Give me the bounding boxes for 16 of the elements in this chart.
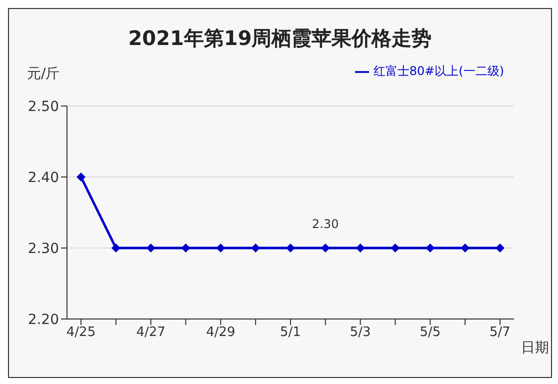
y-tick-label: 2.30 bbox=[28, 240, 59, 257]
x-tick-label: 4/29 bbox=[206, 325, 236, 340]
x-tick-label: 5/3 bbox=[350, 325, 371, 340]
x-tick-label: 5/5 bbox=[420, 325, 441, 340]
y-tick-label: 2.20 bbox=[28, 312, 59, 328]
x-tick-label: 4/25 bbox=[66, 325, 96, 340]
y-tick-label: 2.50 bbox=[28, 98, 59, 115]
y-tick-label: 2.40 bbox=[28, 170, 59, 186]
x-tick-label: 5/1 bbox=[280, 325, 301, 340]
data-label: 2.30 bbox=[312, 217, 339, 231]
x-tick-label: 5/7 bbox=[490, 325, 510, 340]
x-axis-title: 日期 bbox=[521, 339, 549, 357]
legend-label: 红富士80#以上(一二级) bbox=[373, 64, 504, 78]
x-tick-label: 4/27 bbox=[136, 325, 166, 340]
chart-title: 2021年第19周栖霞苹果价格走势 bbox=[127, 25, 433, 52]
y-axis-title: 元/斤 bbox=[27, 65, 60, 83]
